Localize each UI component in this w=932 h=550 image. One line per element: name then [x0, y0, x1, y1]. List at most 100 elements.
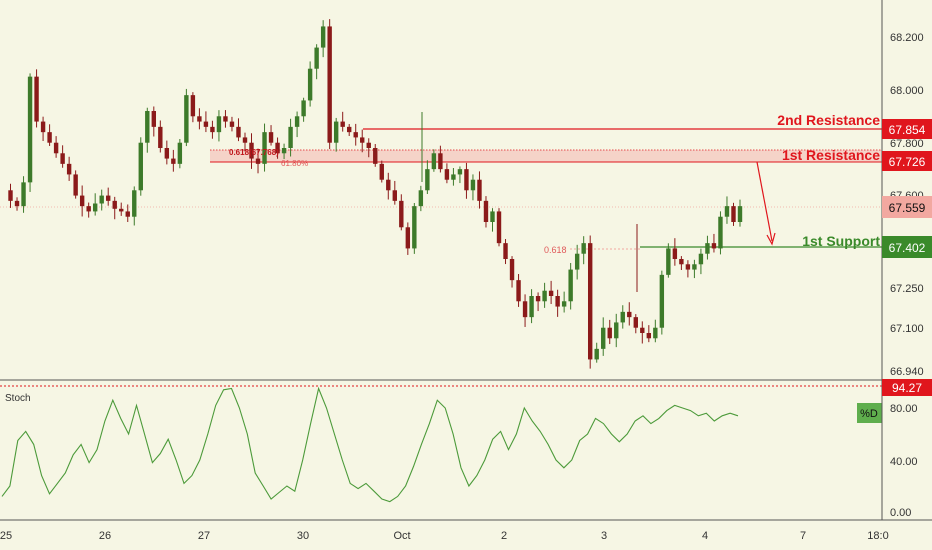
- fib-label-support: 0.618: [544, 245, 567, 255]
- x-tick: 27: [198, 530, 210, 542]
- candle-body: [119, 208, 124, 212]
- candle-body: [158, 126, 163, 148]
- candle-body: [125, 211, 130, 217]
- candle-body: [216, 116, 222, 133]
- candle-body: [255, 158, 261, 164]
- candle-body: [8, 190, 13, 201]
- candle-body: [587, 243, 593, 360]
- candle-body: [672, 248, 678, 259]
- candle-body: [223, 116, 228, 122]
- candle-body: [379, 163, 384, 180]
- candle-body: [281, 148, 287, 154]
- candle-body: [711, 243, 717, 249]
- y-tick: 66.940: [890, 366, 924, 378]
- projection-arrowhead: [766, 232, 776, 246]
- candle-body: [496, 211, 502, 244]
- candle-body: [164, 148, 170, 159]
- candle-body: [535, 296, 541, 302]
- x-tick: 26: [99, 530, 111, 542]
- candle-body: [236, 126, 241, 138]
- candle-body: [171, 158, 176, 164]
- first-resistance-label: 1st Resistance: [782, 147, 880, 163]
- candle-body: [451, 174, 456, 180]
- stoch-title: Stoch: [5, 393, 31, 404]
- candle-body: [731, 206, 736, 222]
- candle-body: [106, 195, 111, 201]
- candle-body: [184, 95, 189, 143]
- second-resistance-price: 67.854: [889, 123, 926, 137]
- y-tick: 67.250: [890, 283, 924, 295]
- candle-body: [73, 174, 78, 196]
- candle-body: [555, 296, 560, 307]
- candle-body: [620, 311, 625, 323]
- candle-body: [392, 190, 397, 201]
- candle-body: [412, 206, 417, 249]
- candle-body: [66, 163, 72, 175]
- stoch-d-badge: [857, 403, 882, 423]
- candle-body: [99, 195, 104, 204]
- candle-body: [431, 153, 437, 170]
- candle-body: [483, 200, 489, 222]
- second-resistance-label: 2nd Resistance: [777, 112, 880, 128]
- candle-body: [138, 142, 143, 191]
- candle-body: [561, 301, 567, 307]
- candle-body: [692, 264, 697, 270]
- candle-body: [640, 327, 645, 333]
- candle-body: [399, 200, 404, 228]
- candle-body: [112, 200, 117, 209]
- candle-body: [685, 264, 691, 270]
- candle-body: [79, 195, 85, 207]
- candle-body: [614, 322, 619, 339]
- current-price-tag: [882, 196, 932, 218]
- candle-body: [21, 182, 26, 207]
- candle-body: [249, 142, 254, 159]
- candle-body: [386, 179, 391, 191]
- candle-body: [27, 76, 33, 183]
- candle-body: [444, 169, 450, 180]
- x-axis: 25 26 27 30 Oct 2 3 4 7 18:0: [0, 530, 889, 542]
- stoch-level-value: 94.27: [892, 381, 922, 395]
- candle-body: [405, 227, 411, 249]
- candle-body: [60, 153, 65, 164]
- candle-body: [340, 121, 345, 127]
- candle-body: [47, 132, 52, 143]
- x-tick: 30: [297, 530, 309, 542]
- candle-body: [353, 132, 358, 138]
- candle-body: [197, 116, 202, 122]
- candle-body: [574, 253, 580, 270]
- candle-body: [594, 348, 599, 360]
- candle-body: [477, 179, 482, 201]
- candle-body: [366, 142, 371, 148]
- candle-body: [724, 206, 730, 217]
- candle-body: [294, 116, 300, 127]
- candle-body: [86, 206, 91, 212]
- candle-body: [464, 169, 469, 191]
- candle-body: [314, 47, 319, 69]
- stoch-tick: 40.00: [890, 456, 918, 468]
- candle-body: [327, 26, 332, 143]
- candle-body: [646, 333, 652, 339]
- x-tick: 4: [702, 530, 708, 542]
- candle-body: [333, 121, 339, 143]
- candle-body: [457, 169, 463, 175]
- x-tick: 3: [601, 530, 607, 542]
- candle-body: [53, 142, 59, 154]
- y-axis: 68.200 68.000 67.800 67.600 67.250 67.10…: [890, 32, 924, 378]
- candle-body: [301, 100, 306, 117]
- candle-body: [418, 190, 424, 207]
- candle-body: [653, 327, 658, 339]
- first-support-label: 1st Support: [802, 233, 880, 249]
- x-tick: 2: [501, 530, 507, 542]
- candle-body: [607, 327, 612, 339]
- candle-body: [522, 301, 528, 318]
- candle-body: [347, 126, 352, 133]
- resistance-zone: [210, 150, 882, 162]
- stoch-tick: 80.00: [890, 403, 918, 415]
- candle-body: [581, 243, 586, 254]
- stoch-pane: Stoch %D: [1, 386, 882, 503]
- candle-body: [627, 311, 632, 318]
- candle-body: [132, 190, 137, 217]
- candle-body: [568, 269, 573, 302]
